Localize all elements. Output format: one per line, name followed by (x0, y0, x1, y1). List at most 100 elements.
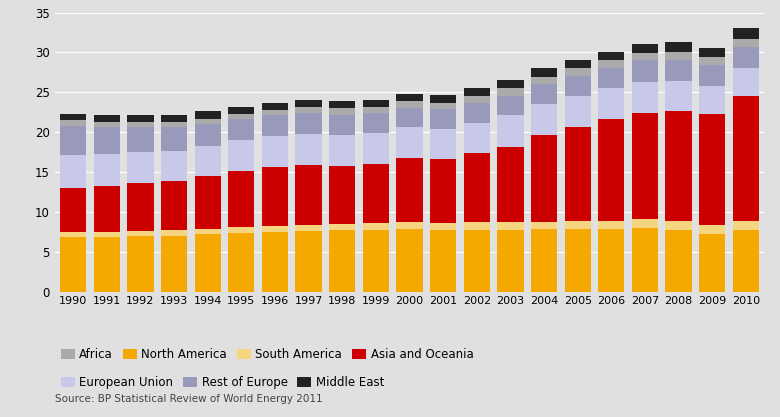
Bar (60, 126, 87, 155)
Bar (127, 122, 154, 128)
Bar (363, 230, 389, 292)
Bar (531, 68, 557, 77)
Bar (127, 116, 154, 122)
Bar (732, 28, 759, 39)
Bar (329, 166, 356, 224)
Bar (632, 53, 658, 60)
Bar (430, 95, 456, 103)
Bar (229, 233, 254, 292)
Bar (598, 60, 625, 68)
Bar (498, 88, 523, 95)
Bar (229, 107, 254, 114)
Bar (329, 231, 356, 292)
Bar (565, 95, 590, 127)
Bar (498, 222, 523, 230)
Bar (699, 48, 725, 57)
Bar (296, 165, 321, 225)
Bar (531, 136, 557, 222)
Bar (598, 229, 625, 292)
Bar (363, 107, 389, 113)
Bar (60, 120, 87, 126)
Bar (632, 113, 658, 219)
Bar (565, 221, 590, 229)
Bar (699, 225, 725, 234)
Bar (665, 230, 692, 292)
Bar (161, 122, 187, 128)
Bar (463, 123, 490, 153)
Bar (161, 151, 187, 181)
Bar (296, 100, 321, 107)
Bar (430, 103, 456, 109)
Bar (296, 134, 321, 165)
Bar (60, 114, 87, 120)
Bar (665, 221, 692, 230)
Bar (94, 122, 120, 128)
Bar (329, 108, 356, 115)
Bar (94, 154, 120, 186)
Bar (498, 230, 523, 292)
Bar (531, 84, 557, 104)
Bar (296, 231, 321, 292)
Bar (531, 229, 557, 292)
Bar (632, 219, 658, 228)
Bar (296, 107, 321, 113)
Bar (262, 167, 288, 226)
Bar (262, 136, 288, 167)
Bar (665, 52, 692, 60)
Bar (363, 113, 389, 133)
Bar (194, 111, 221, 119)
Bar (262, 103, 288, 110)
Bar (396, 101, 423, 108)
Bar (329, 224, 356, 231)
Bar (598, 120, 625, 221)
Bar (229, 114, 254, 120)
Bar (262, 110, 288, 116)
Bar (60, 155, 87, 188)
Bar (396, 222, 423, 229)
Bar (329, 115, 356, 135)
Bar (127, 152, 154, 183)
Bar (430, 231, 456, 292)
Bar (194, 176, 221, 229)
Bar (329, 135, 356, 166)
Bar (732, 39, 759, 47)
Bar (161, 128, 187, 151)
Bar (94, 237, 120, 292)
Bar (363, 223, 389, 230)
Bar (463, 230, 490, 292)
Bar (665, 81, 692, 111)
Bar (229, 120, 254, 140)
Bar (565, 229, 590, 292)
Bar (598, 52, 625, 60)
Bar (732, 47, 759, 68)
Bar (463, 153, 490, 222)
Bar (565, 127, 590, 221)
Bar (430, 129, 456, 159)
Bar (463, 103, 490, 123)
Bar (229, 140, 254, 171)
Bar (363, 164, 389, 223)
Bar (194, 229, 221, 234)
Bar (430, 159, 456, 223)
Bar (396, 94, 423, 101)
Bar (194, 119, 221, 124)
Bar (699, 57, 725, 65)
Legend: European Union, Rest of Europe, Middle East: European Union, Rest of Europe, Middle E… (61, 376, 385, 389)
Bar (60, 232, 87, 237)
Bar (498, 80, 523, 88)
Bar (396, 128, 423, 158)
Bar (665, 111, 692, 221)
Bar (127, 128, 154, 152)
Bar (531, 104, 557, 136)
Bar (229, 171, 254, 227)
Bar (565, 75, 590, 95)
Bar (161, 231, 187, 236)
Bar (732, 68, 759, 96)
Bar (94, 128, 120, 154)
Bar (363, 100, 389, 107)
Bar (565, 68, 590, 75)
Bar (732, 96, 759, 221)
Bar (296, 113, 321, 134)
Bar (531, 77, 557, 84)
Bar (161, 236, 187, 292)
